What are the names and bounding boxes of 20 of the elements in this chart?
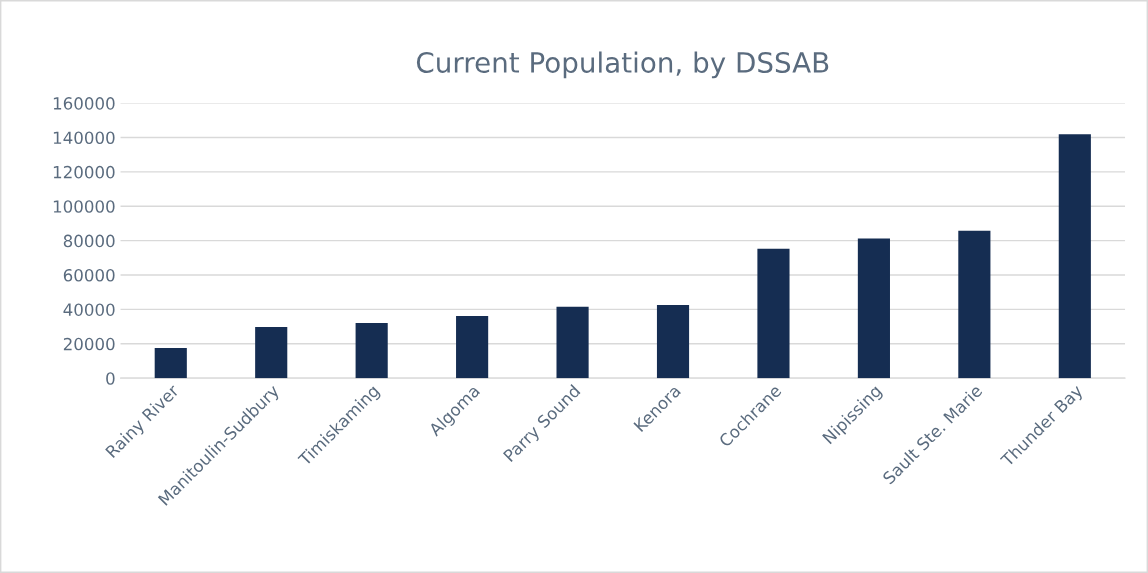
- y-tick-label: 0: [106, 372, 115, 385]
- bar: [355, 323, 388, 379]
- chart-title: Current Population, by DSSAB: [416, 51, 829, 79]
- y-tick-label: 20000: [63, 337, 115, 351]
- bar: [656, 304, 690, 379]
- bar: [556, 306, 589, 379]
- y-tick-label: 60000: [63, 269, 115, 282]
- bar: [958, 230, 991, 379]
- bar: [857, 238, 890, 379]
- bar: [154, 348, 187, 379]
- y-tick-label: 120000: [53, 165, 115, 179]
- bar: [757, 248, 790, 379]
- bar: [255, 326, 288, 379]
- bar: [1058, 134, 1091, 379]
- y-tick-label: 140000: [53, 131, 115, 145]
- bar: [456, 315, 489, 379]
- y-tick-label: 100000: [53, 200, 115, 213]
- y-tick-label: 80000: [63, 234, 115, 248]
- y-tick-label: 160000: [53, 97, 115, 110]
- y-tick-label: 40000: [63, 303, 115, 316]
